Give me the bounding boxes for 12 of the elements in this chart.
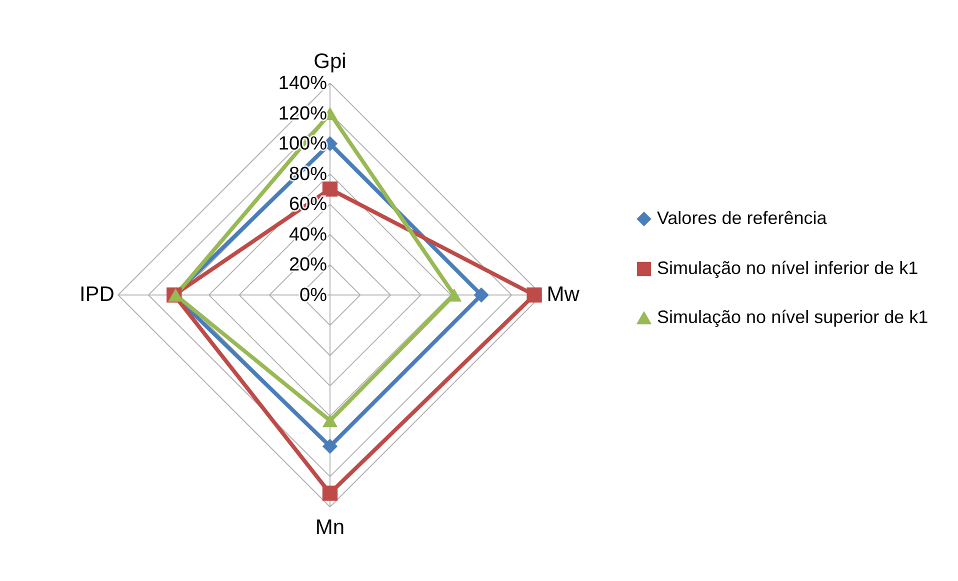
legend-label: Valores de referência	[657, 208, 828, 228]
legend-label: Simulação no nível superior de k1	[657, 307, 928, 327]
spoke-label: Gpi	[314, 50, 346, 73]
y-tick-label: 20%	[288, 254, 328, 276]
spoke-label: Mw	[546, 283, 580, 306]
spoke-label: Mn	[315, 516, 345, 540]
y-tick-label: 40%	[288, 224, 328, 246]
spoke-label: IPD	[79, 283, 114, 306]
y-tick-label: 120%	[278, 103, 328, 124]
y-tick-label: 140%	[278, 73, 328, 94]
y-tick-label: 0%	[300, 285, 328, 306]
legend-label: Simulação no nível inferior de k1	[657, 258, 918, 278]
